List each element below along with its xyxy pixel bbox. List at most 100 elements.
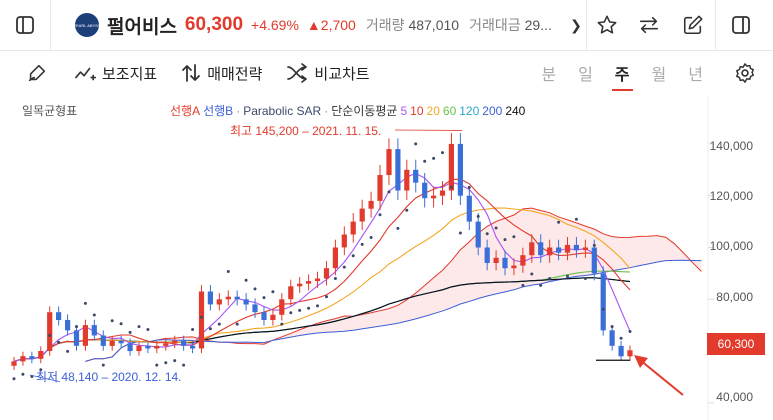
period-minute[interactable]: 분 (541, 67, 557, 84)
candle-body (475, 221, 481, 248)
candle-body (564, 244, 571, 253)
legend-ma60: 60 (442, 104, 457, 118)
candle-body (431, 195, 437, 199)
candle-body (234, 296, 240, 300)
sar-dot (351, 254, 355, 258)
sar-dot (235, 322, 239, 326)
draw-button[interactable] (0, 51, 74, 95)
price-chart[interactable] (0, 95, 773, 420)
candle-body (109, 340, 115, 346)
settings-button[interactable] (717, 51, 773, 95)
sar-dot (378, 213, 382, 217)
amount-label: 거래대금 (469, 17, 521, 33)
ichimoku-cloud (85, 208, 702, 362)
indicator-button[interactable]: 보조지표 (74, 63, 157, 84)
candle-body (306, 281, 312, 284)
candle-body (368, 200, 374, 209)
change-percent: +4.69% (251, 17, 299, 33)
sidebar-toggle-button[interactable] (0, 0, 50, 50)
sar-dot (610, 325, 614, 329)
sar-dot (414, 142, 418, 146)
candle-body (252, 304, 258, 313)
candle-body (216, 299, 222, 305)
gear-icon (736, 63, 754, 83)
candle-body (261, 312, 267, 320)
period-year[interactable]: 년 (688, 67, 703, 84)
span-b-line (85, 259, 702, 362)
candle-body (439, 190, 446, 196)
candle-body (609, 330, 615, 346)
trade-strategy-button[interactable]: 매매전략 (181, 63, 262, 84)
candle-body (82, 325, 88, 346)
compare-icon (287, 63, 308, 83)
candle-body (172, 340, 178, 344)
candle-body (448, 143, 454, 191)
sar-dot (441, 151, 444, 155)
sar-dot (21, 372, 25, 376)
sar-dot (146, 328, 150, 331)
period-week[interactable]: 주 (611, 51, 633, 95)
candle-body (618, 345, 624, 357)
high-price-label: 최고 145,200 – 2021. 11. 15. (230, 124, 382, 138)
sar-dot (405, 208, 409, 212)
chart-legend: 선행A 선행B · Parabolic SAR · 단순이동평균 5 10 20 60 120 200… (170, 102, 528, 119)
candle-body (466, 195, 472, 222)
trade-arrows-icon (182, 64, 201, 82)
candle-body (207, 291, 213, 305)
candle-body (127, 343, 133, 352)
sar-dot (12, 377, 16, 381)
sar-dot (325, 295, 328, 299)
panel-toggle-button[interactable] (716, 0, 766, 50)
volume-label: 거래량 (365, 17, 405, 33)
candle-body (511, 265, 517, 269)
legend-ma10: 10 (410, 104, 424, 118)
sar-dot (191, 328, 195, 331)
sar-dot (110, 319, 114, 323)
sar-dot (333, 277, 337, 280)
legend-ma20: 20 (426, 104, 440, 118)
sar-dot (387, 190, 391, 194)
ma20-line (13, 207, 631, 362)
sar-dot (369, 236, 373, 239)
sar-dot (280, 322, 284, 326)
sar-dot (155, 363, 159, 367)
candle-body (422, 182, 428, 199)
star-icon (597, 15, 617, 34)
pencil-icon (28, 64, 46, 82)
sar-dot (137, 325, 141, 329)
sar-dot (101, 363, 105, 367)
stock-name[interactable]: 펄어비스 (107, 16, 177, 38)
stock-price: 60,300 (184, 14, 244, 35)
compare-chart-button[interactable]: 비교차트 (286, 63, 370, 84)
candle-body (279, 299, 285, 315)
period-month[interactable]: 월 (651, 67, 667, 84)
legend-span-a: 선행A (170, 104, 201, 118)
legend-sep: · (236, 104, 241, 118)
candle-body (314, 278, 321, 282)
y-tick: 40,000 (716, 390, 753, 404)
ma10-line (13, 178, 631, 362)
chevron-right-icon[interactable]: ❯ (570, 16, 582, 33)
favorite-button[interactable] (587, 0, 627, 50)
edit-button[interactable] (671, 0, 715, 50)
legend-span-b: 선행B (203, 104, 234, 118)
sar-dot (521, 283, 525, 287)
legend-ma5: 5 (400, 104, 408, 118)
candle-body (502, 257, 508, 269)
candle-body (520, 255, 526, 266)
compare-label: 비교차트 (314, 65, 370, 83)
legend-ma120: 120 (459, 104, 480, 118)
period-day[interactable]: 일 (578, 67, 593, 84)
divider (50, 0, 51, 50)
stock-info: PEARL ABYSS 펄어비스 60,300 +4.69% ▲2,700 거래… (51, 0, 566, 50)
candle-body (627, 350, 633, 357)
stock-header: PEARL ABYSS 펄어비스 60,300 +4.69% ▲2,700 거래… (0, 0, 773, 51)
candle-body (190, 345, 196, 349)
sar-dot (601, 307, 605, 311)
change-amount: ▲2,700 (306, 17, 356, 33)
candle-body (29, 356, 35, 359)
candle-body (145, 345, 151, 349)
swap-button[interactable] (627, 0, 671, 50)
y-tick: 80,000 (716, 290, 753, 304)
sar-dot (244, 278, 248, 282)
